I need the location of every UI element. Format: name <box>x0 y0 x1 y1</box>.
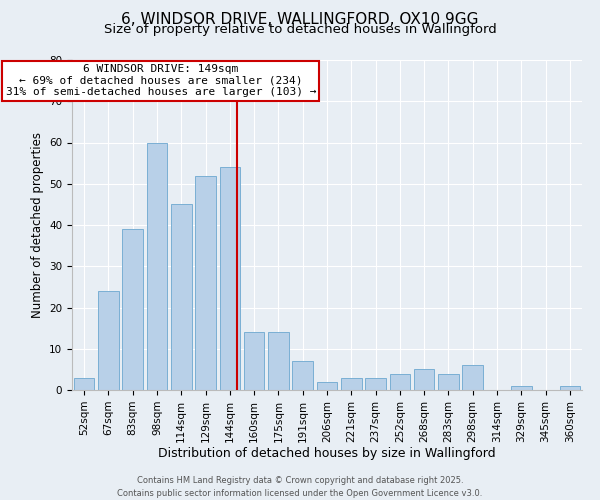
Bar <box>317 382 337 390</box>
Bar <box>98 291 119 390</box>
Y-axis label: Number of detached properties: Number of detached properties <box>31 132 44 318</box>
Bar <box>560 386 580 390</box>
Bar <box>341 378 362 390</box>
Bar <box>74 378 94 390</box>
Bar <box>244 332 265 390</box>
Bar <box>463 365 483 390</box>
Text: Size of property relative to detached houses in Wallingford: Size of property relative to detached ho… <box>104 22 496 36</box>
Bar <box>292 361 313 390</box>
Bar <box>511 386 532 390</box>
Bar <box>122 229 143 390</box>
Bar <box>414 370 434 390</box>
Bar <box>268 332 289 390</box>
Text: 6 WINDSOR DRIVE: 149sqm
← 69% of detached houses are smaller (234)
31% of semi-d: 6 WINDSOR DRIVE: 149sqm ← 69% of detache… <box>5 64 316 98</box>
Bar <box>146 142 167 390</box>
Bar <box>220 167 240 390</box>
X-axis label: Distribution of detached houses by size in Wallingford: Distribution of detached houses by size … <box>158 448 496 460</box>
Text: Contains HM Land Registry data © Crown copyright and database right 2025.
Contai: Contains HM Land Registry data © Crown c… <box>118 476 482 498</box>
Bar <box>365 378 386 390</box>
Bar <box>389 374 410 390</box>
Bar <box>171 204 191 390</box>
Bar <box>195 176 216 390</box>
Text: 6, WINDSOR DRIVE, WALLINGFORD, OX10 9GG: 6, WINDSOR DRIVE, WALLINGFORD, OX10 9GG <box>121 12 479 28</box>
Bar <box>438 374 459 390</box>
